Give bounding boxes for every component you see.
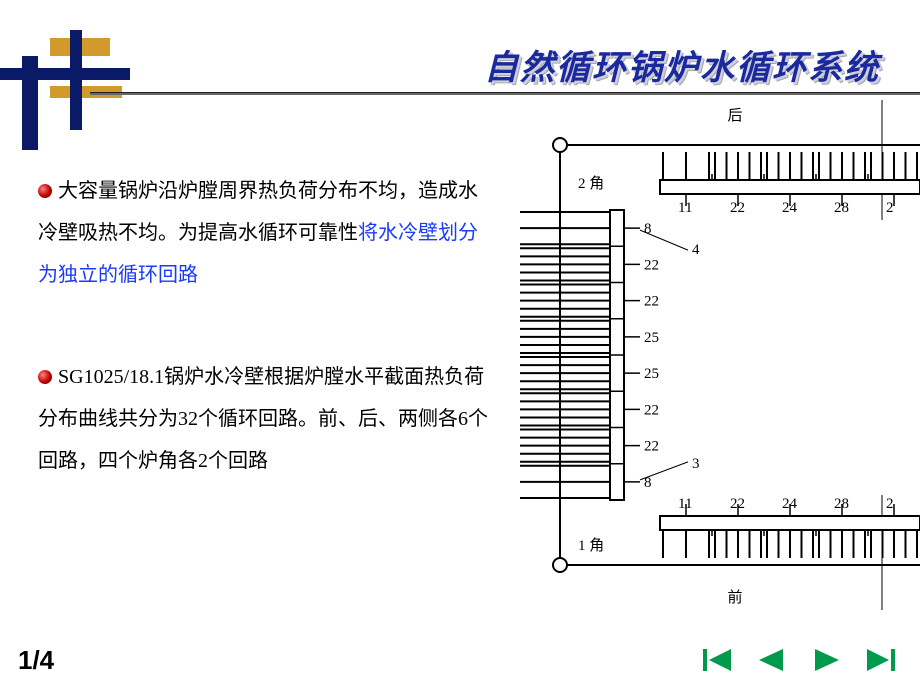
first-button[interactable] [698, 644, 738, 676]
svg-text:11: 11 [678, 496, 692, 512]
paragraph-2: SG1025/18.1锅炉水冷壁根据炉膛水平截面热负荷分布曲线共分为32个循环回… [38, 356, 488, 482]
svg-text:28: 28 [834, 200, 849, 216]
nav-buttons [698, 644, 900, 676]
svg-text:25: 25 [644, 366, 659, 382]
svg-text:2: 2 [886, 200, 894, 216]
p2-text: SG1025/18.1锅炉水冷壁根据炉膛水平截面热负荷分布曲线共分为32个循环回… [38, 366, 488, 472]
svg-text:1 角: 1 角 [578, 537, 604, 554]
svg-text:24: 24 [782, 496, 798, 512]
svg-text:22: 22 [644, 294, 659, 310]
svg-text:25: 25 [644, 330, 659, 346]
svg-text:22: 22 [644, 402, 659, 418]
slide-title: 自然循环锅炉水循环系统 [484, 40, 880, 89]
bullet-icon [38, 370, 52, 384]
corner-decoration [0, 30, 130, 150]
svg-text:后: 后 [727, 107, 742, 124]
svg-text:11: 11 [678, 200, 692, 216]
svg-text:22: 22 [730, 496, 745, 512]
svg-text:4: 4 [692, 242, 700, 258]
svg-text:2: 2 [886, 496, 894, 512]
svg-text:22: 22 [730, 200, 745, 216]
svg-text:3: 3 [692, 456, 700, 472]
svg-text:前: 前 [727, 589, 742, 606]
bullet-icon [38, 184, 52, 198]
last-button[interactable] [860, 644, 900, 676]
prev-button[interactable] [752, 644, 792, 676]
svg-text:22: 22 [644, 439, 659, 455]
page-number: 1/4 [18, 645, 54, 676]
paragraph-1: 大容量锅炉沿炉膛周界热负荷分布不均，造成水冷壁吸热不均。为提高水循环可靠性将水冷… [38, 170, 488, 296]
body-text: 大容量锅炉沿炉膛周界热负荷分布不均，造成水冷壁吸热不均。为提高水循环可靠性将水冷… [38, 170, 488, 482]
title-underline [90, 92, 920, 95]
svg-text:22: 22 [644, 257, 659, 273]
svg-text:24: 24 [782, 200, 798, 216]
svg-text:28: 28 [834, 496, 849, 512]
boiler-diagram: 后前2 角1 角82222252522228431122242821122242… [510, 100, 920, 610]
next-button[interactable] [806, 644, 846, 676]
svg-text:2 角: 2 角 [578, 175, 604, 192]
